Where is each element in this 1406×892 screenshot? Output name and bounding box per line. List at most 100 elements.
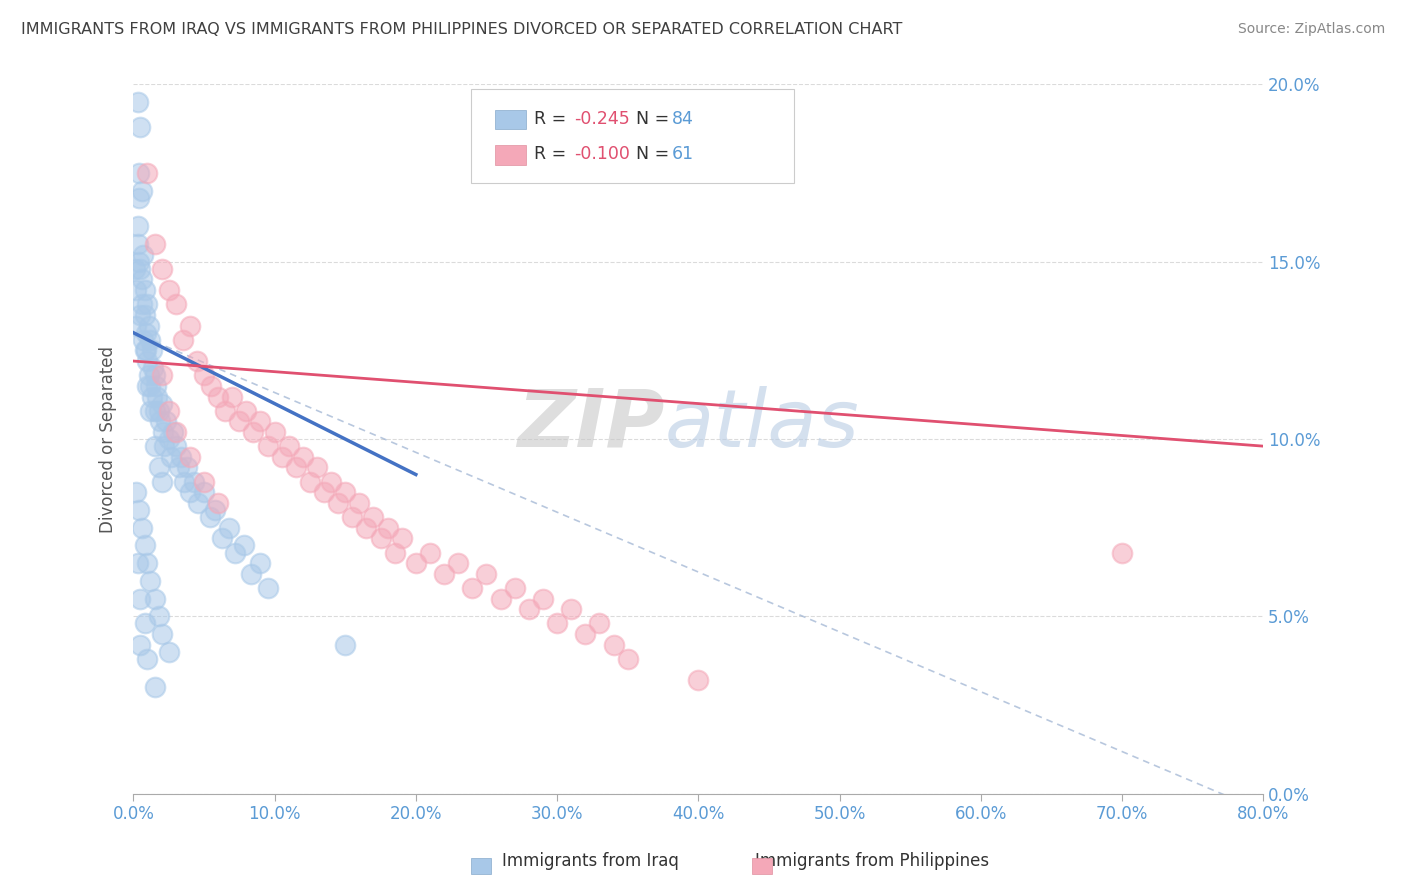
Point <box>128 166 150 180</box>
Point <box>143 439 166 453</box>
Point <box>179 485 201 500</box>
Text: atlas: atlas <box>665 386 859 464</box>
Point <box>128 254 150 268</box>
Point <box>125 485 148 500</box>
Point <box>239 566 262 581</box>
Point <box>136 166 159 180</box>
Point <box>475 566 498 581</box>
Point <box>132 333 155 347</box>
Point <box>135 343 157 358</box>
Point <box>312 485 335 500</box>
Point <box>419 545 441 559</box>
Point <box>298 475 321 489</box>
Point <box>165 297 187 311</box>
Point <box>129 638 152 652</box>
Point <box>228 414 250 428</box>
Point <box>162 425 184 439</box>
Point <box>150 368 173 383</box>
Text: N =: N = <box>636 145 675 163</box>
Point <box>143 403 166 417</box>
Text: 61: 61 <box>672 145 695 163</box>
Point <box>134 343 156 358</box>
Point <box>588 616 610 631</box>
Point <box>129 308 152 322</box>
Point <box>165 439 187 453</box>
Point <box>277 439 299 453</box>
Point <box>186 354 208 368</box>
Point <box>235 403 257 417</box>
Point <box>155 414 177 428</box>
Point <box>291 450 314 464</box>
Point <box>391 532 413 546</box>
Point <box>342 510 364 524</box>
Point <box>517 602 540 616</box>
Point <box>461 581 484 595</box>
Point <box>131 521 153 535</box>
Point <box>136 556 159 570</box>
Point <box>263 425 285 439</box>
Text: IMMIGRANTS FROM IRAQ VS IMMIGRANTS FROM PHILIPPINES DIVORCED OR SEPARATED CORREL: IMMIGRANTS FROM IRAQ VS IMMIGRANTS FROM … <box>21 22 903 37</box>
Point <box>305 460 328 475</box>
Point <box>127 237 149 252</box>
Point <box>136 379 159 393</box>
Point <box>616 652 638 666</box>
Point <box>363 510 385 524</box>
Point <box>139 574 162 588</box>
Point <box>125 318 148 333</box>
Point <box>173 475 195 489</box>
Point <box>135 326 157 340</box>
Point <box>319 475 342 489</box>
Point <box>128 191 150 205</box>
Point <box>143 368 166 383</box>
Point <box>370 532 392 546</box>
Point <box>256 581 278 595</box>
Point <box>270 450 292 464</box>
Point <box>214 403 236 417</box>
Point <box>170 450 193 464</box>
Point <box>179 318 201 333</box>
Point <box>139 333 162 347</box>
Point <box>150 627 173 641</box>
Point <box>141 390 163 404</box>
Point <box>150 396 173 410</box>
Point <box>256 439 278 453</box>
Point <box>131 272 153 286</box>
Point <box>224 545 246 559</box>
Point <box>157 403 180 417</box>
Point <box>176 460 198 475</box>
Point <box>384 545 406 559</box>
Point <box>349 496 371 510</box>
Text: Immigrants from Iraq: Immigrants from Iraq <box>502 852 679 870</box>
Point <box>153 439 176 453</box>
Point <box>198 510 221 524</box>
Point <box>127 219 149 234</box>
Point <box>143 681 166 695</box>
Point <box>134 283 156 297</box>
Point <box>127 95 149 110</box>
Point <box>132 247 155 261</box>
Point <box>207 496 229 510</box>
Point <box>503 581 526 595</box>
Point <box>136 297 159 311</box>
Point <box>128 503 150 517</box>
Point <box>145 379 167 393</box>
Point <box>131 297 153 311</box>
Point <box>242 425 264 439</box>
Point <box>200 379 222 393</box>
Point <box>232 538 254 552</box>
Point <box>187 496 209 510</box>
Text: -0.245: -0.245 <box>574 110 630 128</box>
Text: 84: 84 <box>672 110 695 128</box>
Point <box>149 414 172 428</box>
Text: -0.100: -0.100 <box>574 145 630 163</box>
Point <box>129 120 152 134</box>
Point <box>221 390 243 404</box>
Point <box>138 368 160 383</box>
Text: ZIP: ZIP <box>517 386 665 464</box>
Point <box>193 485 215 500</box>
Point <box>134 538 156 552</box>
Point <box>405 556 427 570</box>
Point <box>284 460 307 475</box>
Point <box>134 308 156 322</box>
Point <box>157 645 180 659</box>
